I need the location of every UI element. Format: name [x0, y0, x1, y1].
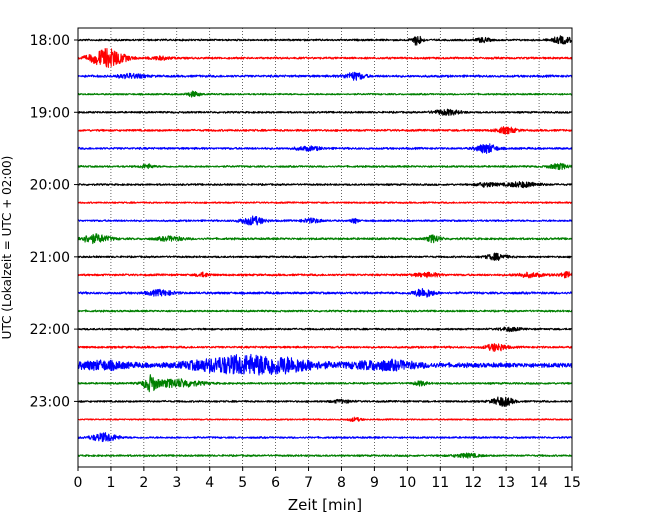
seismogram-trace: [77, 271, 573, 279]
seismogram-trace: [77, 309, 573, 313]
x-tick-label: 7: [304, 475, 313, 491]
seismogram-trace: [77, 71, 573, 81]
seismogram-trace: [77, 215, 573, 226]
seismogram-trace: [77, 374, 573, 393]
x-tick-label: 6: [271, 475, 280, 491]
x-tick-label: 2: [139, 475, 148, 491]
plot-frame: [77, 27, 573, 468]
seismogram-trace: [77, 288, 573, 298]
x-axis-label: Zeit [min]: [288, 496, 362, 514]
y-tick-label: 21:00: [30, 250, 70, 266]
seismogram-trace: [77, 326, 573, 333]
y-tick-label: 23:00: [30, 394, 70, 410]
seismogram-trace: [77, 432, 573, 443]
y-tick-label: 22:00: [30, 322, 70, 338]
seismogram-trace: [77, 35, 573, 46]
seismogram-trace: [77, 201, 573, 205]
x-tick-label: 14: [530, 475, 548, 491]
x-tick-label: 5: [238, 475, 247, 491]
x-tick-label: 0: [74, 475, 83, 491]
seismogram-trace: [77, 143, 573, 154]
seismogram-traces: [77, 35, 573, 459]
x-tick-label: 10: [398, 475, 416, 491]
x-axis-ticks: 0 1 2 3 4 5 6 7 8 9 10 11 12 13 14 15: [74, 467, 581, 491]
y-axis-label: UTC (Lokalzeit = UTC + 02:00): [0, 156, 14, 340]
y-tick-label: 19:00: [30, 105, 70, 121]
x-tick-label: 13: [497, 475, 515, 491]
seismogram-trace: [77, 233, 573, 245]
seismogram-trace: [77, 252, 573, 261]
y-tick-label: 18:00: [30, 33, 70, 49]
seismogram-trace: [77, 396, 573, 407]
x-tick-label: 8: [337, 475, 346, 491]
y-axis-ticks: 18:00 19:00 20:00 21:00 22:00 23:00: [30, 33, 78, 410]
seismogram-trace: [77, 126, 573, 135]
minute-grid: [110, 28, 540, 467]
x-tick-label: 1: [106, 475, 115, 491]
y-tick-label: 20:00: [30, 178, 70, 194]
x-tick-label: 15: [563, 475, 581, 491]
x-tick-label: 9: [370, 475, 379, 491]
x-tick-label: 11: [431, 475, 449, 491]
x-tick-label: 4: [205, 475, 214, 491]
x-tick-label: 12: [464, 475, 482, 491]
seismogram-trace: [77, 180, 573, 189]
seismogram-trace: [77, 416, 573, 422]
seismogram-trace: [77, 90, 573, 98]
seismogram-trace: [77, 108, 573, 117]
seismogram-trace: [77, 353, 573, 376]
x-tick-label: 3: [172, 475, 181, 491]
seismogram-trace: [77, 452, 573, 459]
seismogram-trace: [77, 343, 573, 352]
seismogram-trace: [77, 47, 573, 68]
seismogram-trace: [77, 162, 573, 171]
